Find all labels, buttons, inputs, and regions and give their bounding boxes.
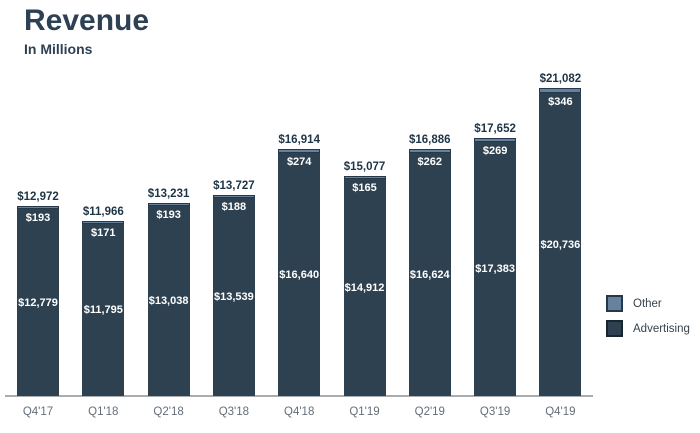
bar-segment-other (82, 221, 125, 224)
bar-segment-other (278, 149, 321, 153)
advertising-value-label: $12,779 (18, 296, 58, 309)
legend-swatch-advertising-icon (606, 320, 623, 337)
total-value-label: $16,914 (278, 134, 320, 146)
bar-column: $17,652 $269 $17,383 Q3'19 (462, 123, 528, 418)
bar-column: $16,914 $274 $16,640 Q4'18 (266, 134, 332, 418)
legend-item-other: Other (606, 294, 690, 313)
category-label: Q4'19 (545, 406, 576, 418)
stacked-bar: $193 $12,779 (17, 206, 59, 396)
total-value-label: $12,972 (17, 191, 59, 203)
stacked-bar: $165 $14,912 (343, 176, 386, 396)
total-value-label: $15,077 (343, 161, 386, 173)
other-value-label: $269 (482, 145, 508, 157)
other-value-label: $193 (25, 212, 51, 224)
stacked-bar: $193 $13,038 (147, 203, 190, 396)
advertising-value-label: $14,912 (344, 281, 385, 294)
total-value-label: $21,082 (539, 73, 582, 85)
other-value-label: $346 (548, 96, 573, 108)
bar-segment-advertising: $269 $17,383 (474, 142, 517, 396)
bar-segment-advertising: $188 $13,539 (212, 198, 255, 396)
bar-segment-advertising: $165 $14,912 (343, 179, 386, 396)
category-label: Q1'18 (88, 406, 119, 418)
bar-column: $11,966 $171 $11,795 Q1'18 (70, 206, 136, 418)
bar-segment-other (343, 176, 386, 179)
category-label: Q1'19 (349, 406, 380, 418)
advertising-value-label: $13,038 (148, 295, 189, 307)
bar-column: $13,727 $188 $13,539 Q3'18 (201, 180, 267, 418)
bar-segment-other (147, 203, 190, 206)
category-label: Q2'18 (153, 406, 184, 418)
category-label: Q4'17 (22, 406, 54, 418)
bar-column: $21,082 $346 $20,736 Q4'19 (527, 73, 593, 418)
advertising-value-label: $16,624 (409, 268, 450, 281)
x-axis-line (5, 395, 593, 397)
legend-swatch-other-icon (606, 295, 623, 312)
bar-column: $12,972 $193 $12,779 Q4'17 (5, 191, 71, 418)
other-value-label: $188 (221, 201, 247, 213)
bar-segment-other (539, 88, 582, 93)
bar-column: $15,077 $165 $14,912 Q1'19 (332, 161, 398, 418)
total-value-label: $13,231 (147, 188, 190, 200)
category-label: Q2'19 (414, 406, 445, 418)
category-label: Q3'19 (479, 406, 511, 418)
stacked-bar: $262 $16,624 (408, 149, 451, 396)
other-value-label: $193 (156, 209, 181, 221)
total-value-label: $17,652 (474, 123, 516, 135)
legend-label-other: Other (633, 297, 662, 310)
bar-segment-advertising: $262 $16,624 (408, 153, 451, 396)
bar-segment-advertising: $171 $11,795 (82, 224, 125, 396)
bar-segment-advertising: $346 $20,736 (539, 93, 582, 396)
advertising-value-label: $16,640 (279, 268, 320, 281)
bar-segment-advertising: $274 $16,640 (278, 153, 321, 396)
advertising-value-label: $17,383 (475, 263, 515, 275)
stacked-bar: $274 $16,640 (278, 149, 321, 396)
category-label: Q3'18 (218, 406, 250, 418)
bar-column: $13,231 $193 $13,038 Q2'18 (136, 188, 202, 418)
bar-segment-other (408, 149, 451, 153)
bar-column: $16,886 $262 $16,624 Q2'19 (397, 134, 463, 418)
total-value-label: $16,886 (409, 134, 451, 146)
legend-label-advertising: Advertising (633, 322, 690, 335)
bar-segment-other (212, 195, 255, 198)
legend: Other Advertising (606, 294, 690, 344)
advertising-value-label: $11,795 (83, 304, 123, 316)
advertising-value-label: $20,736 (540, 238, 581, 251)
stacked-bar: $346 $20,736 (539, 88, 582, 396)
other-value-label: $274 (286, 156, 312, 168)
advertising-value-label: $13,539 (214, 291, 254, 303)
bar-segment-other (474, 138, 517, 142)
other-value-label: $165 (352, 182, 377, 194)
category-label: Q4'18 (284, 406, 315, 418)
chart-subtitle: In Millions (24, 41, 93, 57)
stacked-bar: $171 $11,795 (82, 221, 125, 396)
bar-segment-advertising: $193 $12,779 (17, 209, 59, 396)
other-value-label: $171 (91, 227, 116, 239)
bar-segment-advertising: $193 $13,038 (147, 206, 190, 396)
chart-title: Revenue (24, 4, 150, 37)
total-value-label: $11,966 (82, 206, 124, 218)
stacked-bar: $188 $13,539 (212, 195, 255, 396)
other-value-label: $262 (417, 156, 443, 168)
legend-item-advertising: Advertising (606, 319, 690, 338)
chart-header: Revenue In Millions (24, 4, 149, 57)
stacked-bar: $269 $17,383 (474, 138, 517, 396)
bar-segment-other (17, 206, 59, 209)
total-value-label: $13,727 (213, 180, 255, 192)
